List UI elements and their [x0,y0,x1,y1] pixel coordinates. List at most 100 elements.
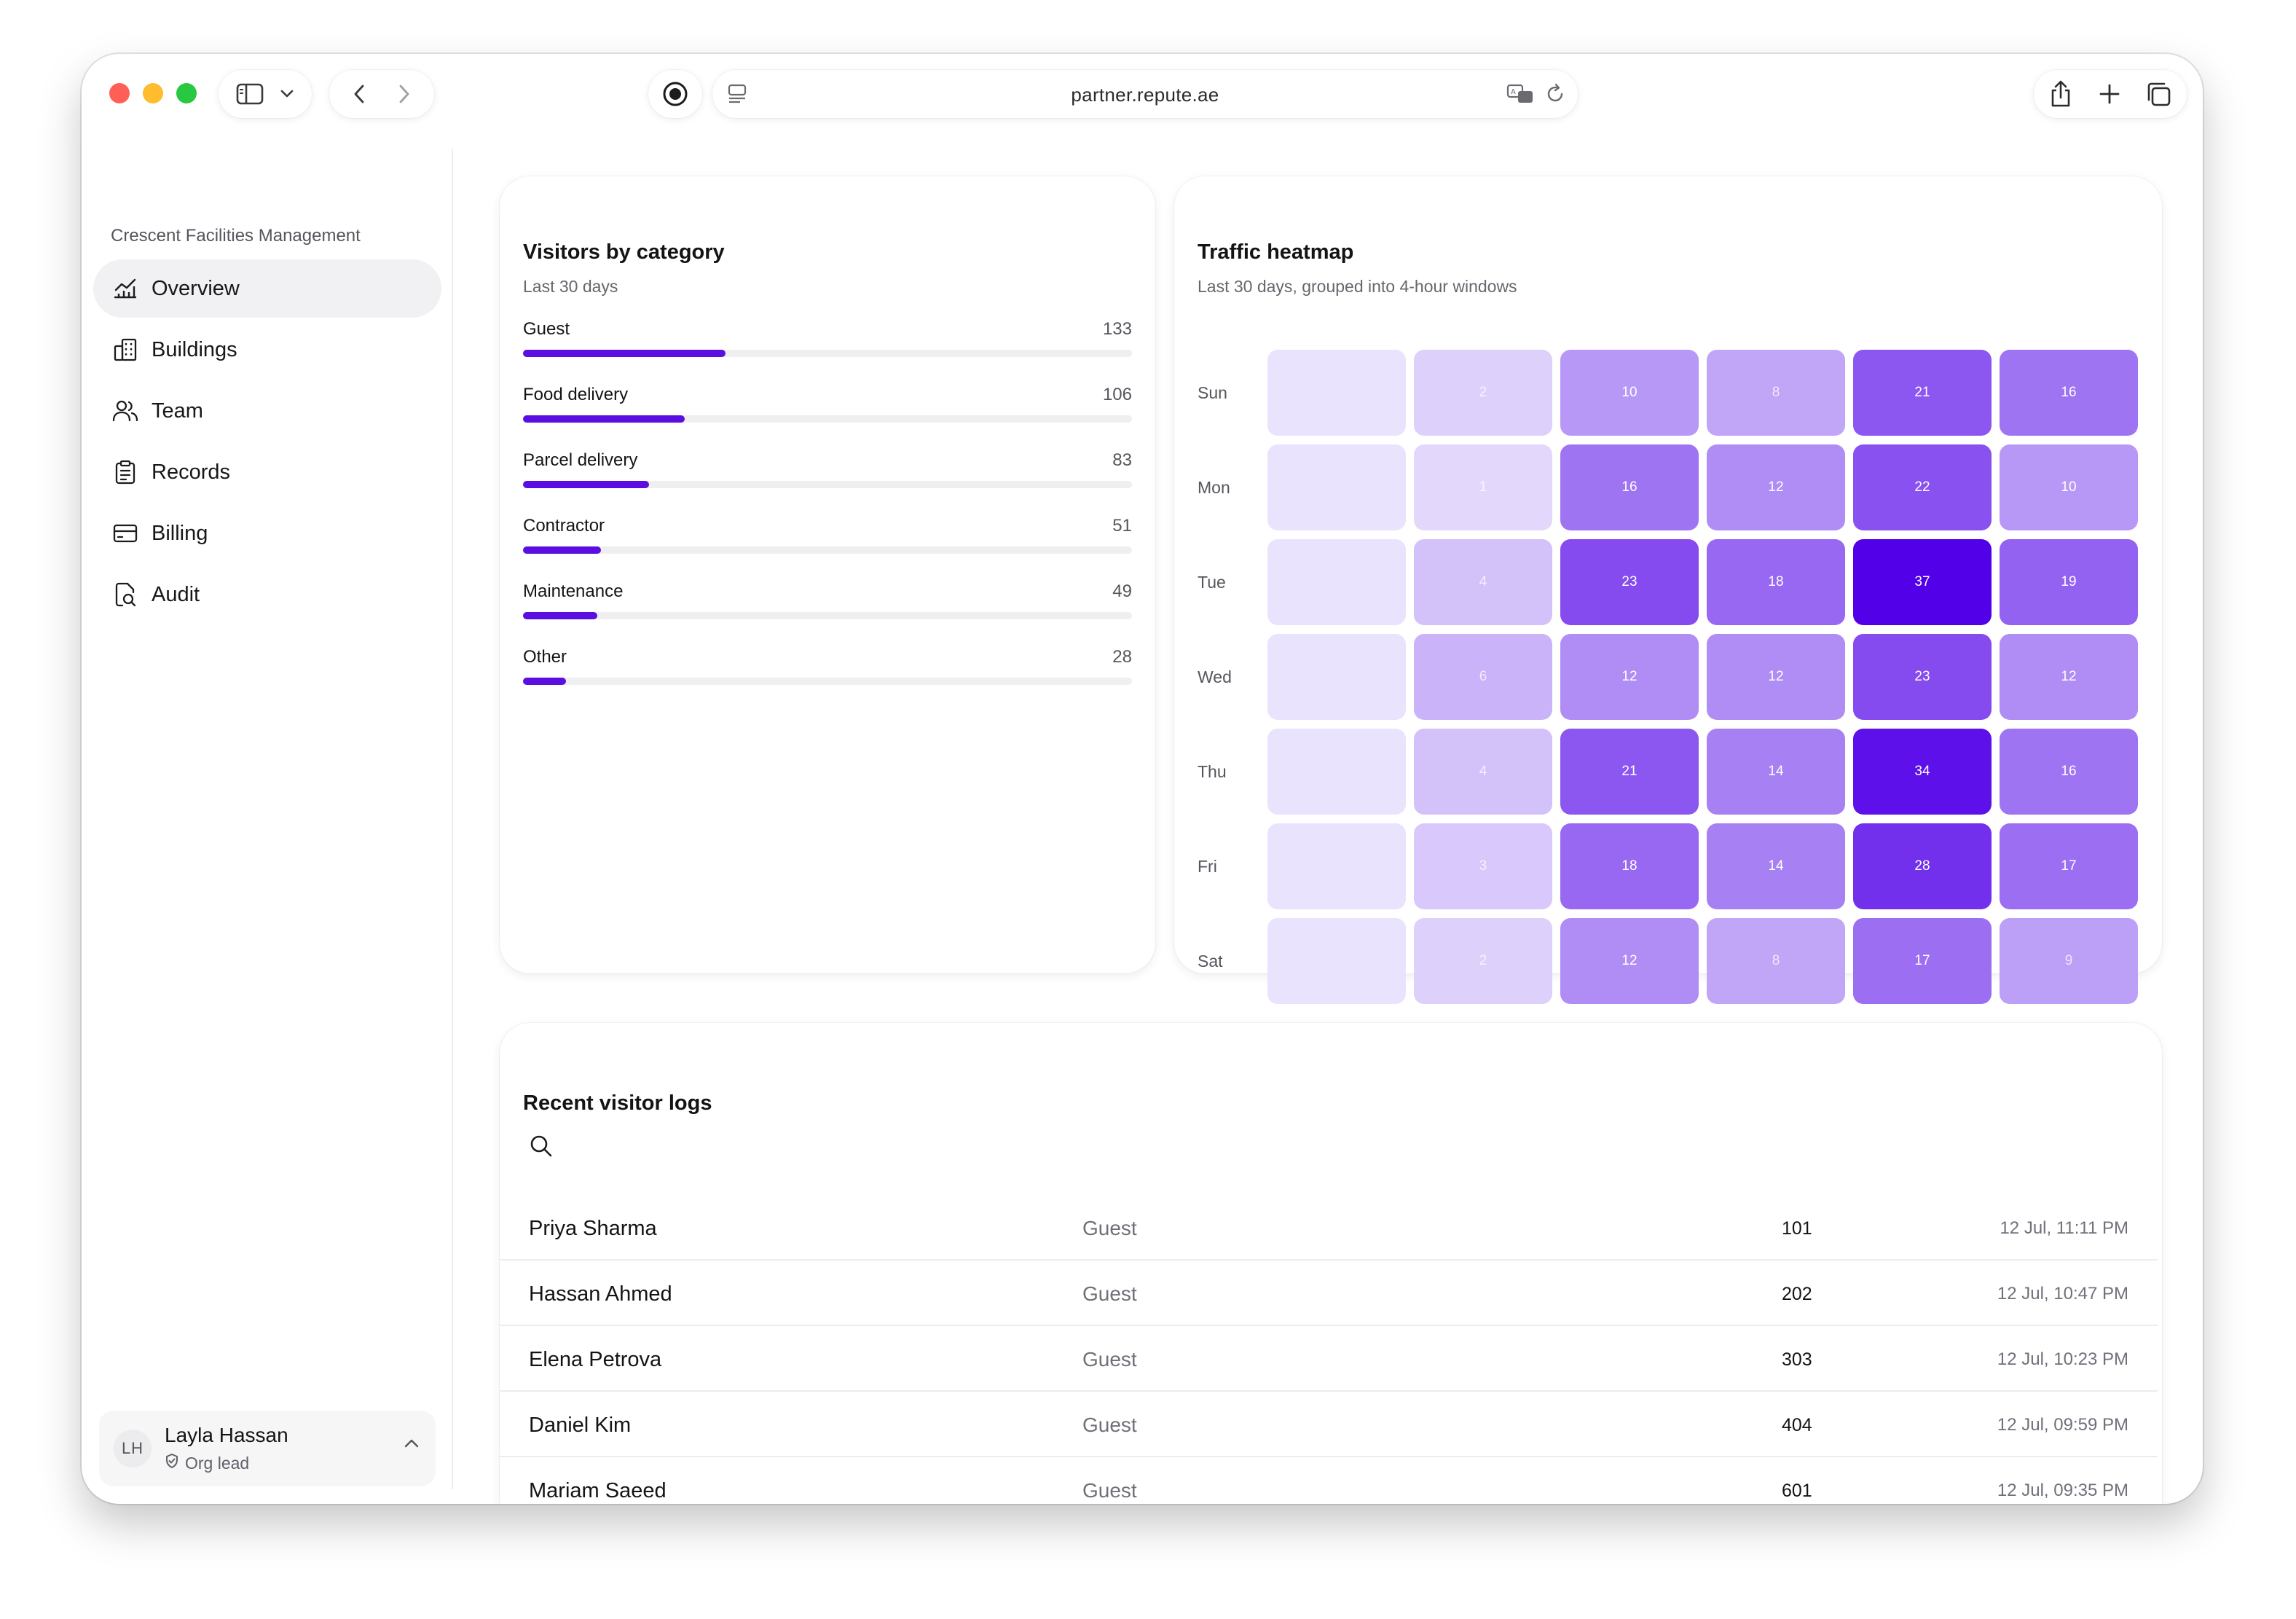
heatmap-cell[interactable] [1267,634,1406,720]
heatmap-cell[interactable]: 2 [1414,350,1552,436]
heatmap-cell[interactable]: 37 [1853,539,1992,625]
zoom-window-button[interactable] [176,83,197,103]
category-label: Maintenance [523,581,624,601]
visitor-category: Guest [1082,1282,1137,1305]
heatmap-cell[interactable]: 34 [1853,729,1992,815]
forward-arrow-icon[interactable] [398,84,410,104]
category-bar-fill [523,415,685,423]
card-title: Recent visitor logs [523,1091,712,1115]
category-row: Contractor 51 [523,516,1132,560]
address-bar[interactable]: partner.repute.ae A [712,70,1578,118]
heatmap-cell[interactable] [1267,918,1406,1004]
sidebar-toggle-icon[interactable] [236,82,264,106]
category-label: Food delivery [523,385,629,404]
category-label: Other [523,647,567,667]
heatmap-cell[interactable]: 16 [1560,444,1699,530]
visitor-unit: 303 [1782,1349,1812,1370]
heatmap-cell[interactable]: 16 [2000,729,2138,815]
category-bar-track [523,350,1132,357]
visitor-timestamp: 12 Jul, 09:35 PM [1997,1481,2128,1500]
heatmap-cell[interactable] [1267,729,1406,815]
share-icon[interactable] [2049,80,2072,108]
heatmap-cell[interactable]: 18 [1560,823,1699,909]
search-icon[interactable] [529,1134,554,1162]
translate-icon[interactable]: A [1506,83,1536,105]
heatmap-cell[interactable]: 2 [1414,918,1552,1004]
table-row[interactable]: Hassan Ahmed Guest 202 12 Jul, 10:47 PM [500,1261,2158,1326]
visitor-unit: 101 [1782,1218,1812,1239]
category-bar-track [523,678,1132,685]
heatmap-cell[interactable]: 12 [1707,634,1845,720]
heatmap-cell[interactable]: 21 [1560,729,1699,815]
category-value: 49 [1112,581,1132,601]
heatmap-cell[interactable]: 23 [1560,539,1699,625]
category-value: 51 [1112,516,1132,536]
heatmap-cell[interactable]: 12 [1560,918,1699,1004]
heatmap-cell[interactable]: 10 [1560,350,1699,436]
heatmap-cell[interactable]: 21 [1853,350,1992,436]
heatmap-cell[interactable]: 18 [1707,539,1845,625]
heatmap-cell[interactable]: 23 [1853,634,1992,720]
heatmap-cell[interactable]: 4 [1414,729,1552,815]
heatmap-cell[interactable]: 1 [1414,444,1552,530]
heatmap-cell[interactable]: 12 [1707,444,1845,530]
table-row[interactable]: Mariam Saeed Guest 601 12 Jul, 09:35 PM [500,1457,2158,1504]
table-row[interactable]: Elena Petrova Guest 303 12 Jul, 10:23 PM [500,1326,2158,1392]
heatmap-row-label: Thu [1198,762,1227,781]
user-role-label: Org lead [185,1453,250,1473]
privacy-report-button[interactable] [648,70,702,118]
minimize-window-button[interactable] [143,83,163,103]
heatmap-cell[interactable]: 12 [2000,634,2138,720]
avatar: LH [114,1430,152,1467]
reload-icon[interactable] [1544,83,1566,105]
heatmap-cell[interactable] [1267,539,1406,625]
tab-overview-icon[interactable] [2145,81,2171,107]
sidebar-item-billing[interactable]: Billing [93,504,441,562]
shield-check-icon [165,1453,185,1473]
chevron-down-icon[interactable] [280,89,294,99]
heatmap-cell[interactable]: 28 [1853,823,1992,909]
heatmap-cell[interactable]: 19 [2000,539,2138,625]
heatmap-cell[interactable]: 3 [1414,823,1552,909]
sidebar-item-records[interactable]: Records [93,443,441,501]
sidebar-toggle-group [219,70,312,118]
heatmap-cell[interactable]: 10 [2000,444,2138,530]
heatmap-cell[interactable]: 22 [1853,444,1992,530]
heatmap-cell[interactable] [1267,823,1406,909]
heatmap-cell[interactable]: 14 [1707,729,1845,815]
heatmap-cell[interactable]: 4 [1414,539,1552,625]
page-menu-icon[interactable] [727,83,747,105]
category-value: 28 [1112,647,1132,667]
table-row[interactable]: Priya Sharma Guest 101 12 Jul, 11:11 PM [500,1195,2158,1261]
chevron-up-icon[interactable] [404,1438,420,1452]
heatmap-cell[interactable]: 8 [1707,350,1845,436]
table-row[interactable]: Daniel Kim Guest 404 12 Jul, 09:59 PM [500,1392,2158,1457]
sidebar-item-team[interactable]: Team [93,382,441,440]
heatmap-cell[interactable]: 17 [1853,918,1992,1004]
user-menu[interactable]: LH Layla Hassan Org lead [99,1411,436,1486]
category-bar-track [523,612,1132,619]
heatmap-cell[interactable] [1267,444,1406,530]
heatmap-cell[interactable]: 12 [1560,634,1699,720]
sidebar-item-audit[interactable]: Audit [93,565,441,624]
heatmap-cell[interactable] [1267,350,1406,436]
browser-window: partner.repute.ae A Crescent Facilities … [82,54,2203,1504]
visitor-name: Elena Petrova [529,1348,662,1371]
back-arrow-icon[interactable] [353,84,365,104]
heatmap-cell[interactable]: 14 [1707,823,1845,909]
heatmap-cell[interactable]: 9 [2000,918,2138,1004]
visitor-name: Hassan Ahmed [529,1282,672,1306]
visitor-category: Guest [1082,1348,1137,1371]
url-text: partner.repute.ae [1071,84,1219,106]
chart-line-icon [111,274,140,303]
heatmap-cell[interactable]: 8 [1707,918,1845,1004]
heatmap-cell[interactable]: 16 [2000,350,2138,436]
sidebar-item-overview[interactable]: Overview [93,259,441,318]
new-tab-icon[interactable] [2099,83,2120,105]
close-window-button[interactable] [109,83,130,103]
heatmap-cell[interactable]: 17 [2000,823,2138,909]
sidebar-item-buildings[interactable]: Buildings [93,321,441,379]
category-bar-fill [523,612,597,619]
category-row: Food delivery 106 [523,385,1132,428]
heatmap-cell[interactable]: 6 [1414,634,1552,720]
